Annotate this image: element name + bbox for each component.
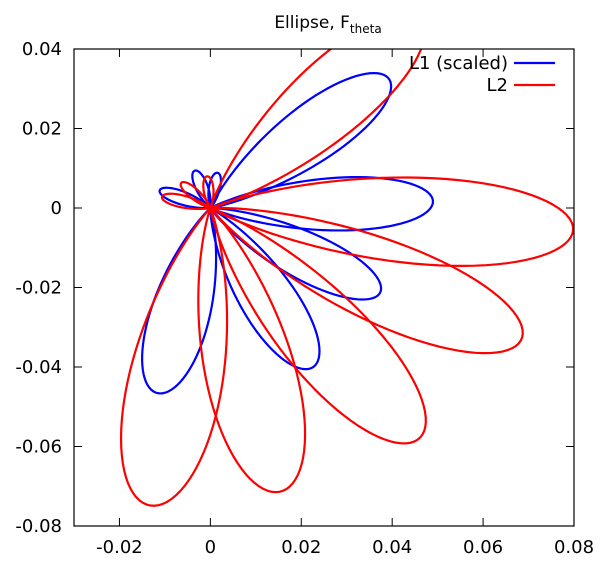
y-tick-label: -0.02	[15, 278, 62, 299]
y-tick-label: 0.02	[22, 119, 62, 140]
series-layer	[119, 49, 574, 507]
series-2-lobe	[202, 175, 215, 210]
legend-label-l2: L2	[487, 75, 508, 96]
series-2-lobe	[209, 49, 423, 210]
series-1-lobe	[207, 171, 223, 210]
series-1-lobe	[209, 71, 393, 210]
series-2-lobe	[119, 206, 229, 507]
series-1-lobe	[141, 206, 218, 395]
series-2-lobe	[209, 206, 427, 445]
chart-title-main: Ellipse, F	[274, 13, 350, 33]
series-1-lobe	[158, 186, 212, 210]
ticks-layer: -0.02 0 0.02 0.04 0.06 0.08 0.04 0.02 0 -0.02 -0.0…	[15, 39, 594, 558]
series-2-lobe	[197, 206, 307, 494]
x-tick-label: 0.08	[554, 537, 594, 558]
y-tick-label: -0.04	[15, 357, 62, 378]
series-1-lobe	[191, 169, 212, 210]
y-tick-label: -0.06	[15, 437, 62, 458]
series-2-lobe	[209, 176, 574, 268]
legend-label-l1: L1 (scaled)	[409, 53, 508, 74]
legend: L1 (scaled) L2	[409, 53, 555, 96]
series-1-lobe	[209, 206, 383, 301]
series-2	[119, 49, 574, 507]
x-tick-label: 0	[205, 537, 216, 558]
x-tick-label: 0.06	[463, 537, 503, 558]
plot-frame	[73, 48, 575, 527]
series-1-lobe	[209, 206, 321, 371]
y-tick-label: 0.04	[22, 39, 62, 60]
series-1-lobe	[209, 176, 435, 232]
x-tick-label: -0.02	[96, 537, 143, 558]
series-2-lobe	[209, 206, 524, 355]
chart-title: Ellipse, Ftheta	[274, 13, 381, 36]
y-tick-label: -0.08	[15, 516, 62, 537]
x-tick-label: 0.04	[372, 537, 412, 558]
x-tick-label: 0.02	[281, 537, 321, 558]
y-tick-label: 0	[51, 198, 62, 219]
series-2-lobe	[160, 192, 212, 211]
chart-title-subscript: theta	[350, 22, 382, 36]
